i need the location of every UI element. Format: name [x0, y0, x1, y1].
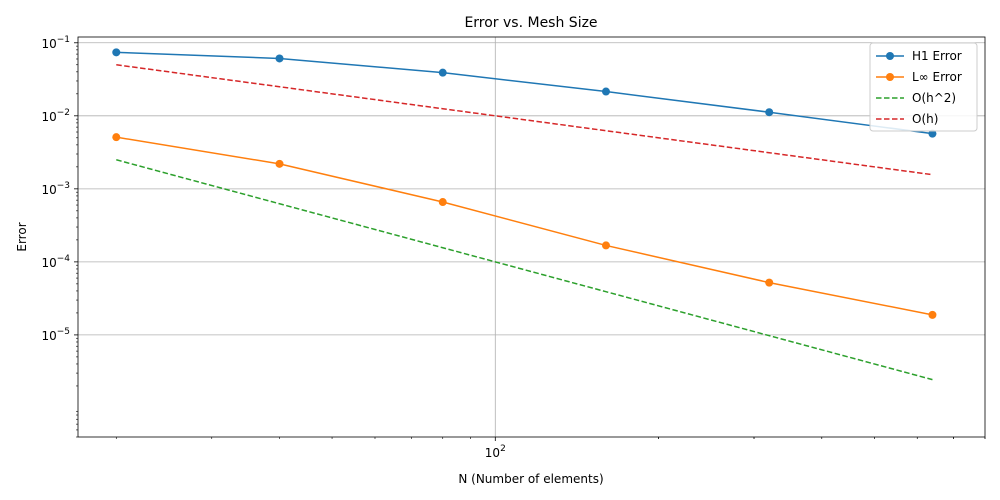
data-point: [928, 129, 937, 138]
plot-frame: [77, 36, 986, 438]
data-point: [928, 310, 937, 319]
y-axis-label: Error: [15, 222, 29, 251]
data-point: [112, 48, 121, 57]
legend-marker: [886, 52, 894, 60]
series-line: [116, 64, 933, 176]
legend-label: O(h): [912, 112, 938, 126]
legend-marker: [886, 73, 894, 81]
x-axis-label: N (Number of elements): [458, 472, 603, 486]
series-line: [116, 136, 933, 316]
data-point: [275, 159, 284, 168]
series-line: [116, 51, 933, 135]
data-point: [601, 241, 610, 250]
data-point: [112, 133, 121, 142]
data-point: [601, 87, 610, 96]
x-tick-label: 102: [485, 444, 506, 460]
y-tick-label: 10−5: [41, 327, 70, 343]
legend: H1 Error L∞ Error O(h^2) O(h): [869, 42, 978, 132]
y-tick-label: 10−1: [41, 35, 70, 51]
legend-label: L∞ Error: [912, 70, 962, 84]
y-tick-label: 10−3: [41, 181, 70, 197]
series-1: [112, 133, 937, 319]
legend-label: O(h^2): [912, 91, 956, 105]
ticks: 102 10−5 10−4 10−3 10−2 10−1: [41, 35, 986, 460]
series-3: [116, 64, 933, 176]
series-0: [112, 48, 937, 138]
series-2: [116, 159, 933, 381]
data-point: [438, 198, 447, 207]
data-point: [438, 68, 447, 77]
series-line: [116, 159, 933, 381]
series-layer: [112, 48, 937, 381]
y-tick-label: 10−2: [41, 108, 70, 124]
chart-title: Error vs. Mesh Size: [464, 15, 597, 31]
grid: [78, 37, 985, 437]
legend-box: [869, 42, 978, 132]
data-point: [765, 278, 774, 287]
data-point: [765, 108, 774, 117]
y-tick-label: 10−4: [41, 254, 70, 270]
legend-label: H1 Error: [912, 49, 962, 63]
data-point: [275, 54, 284, 63]
